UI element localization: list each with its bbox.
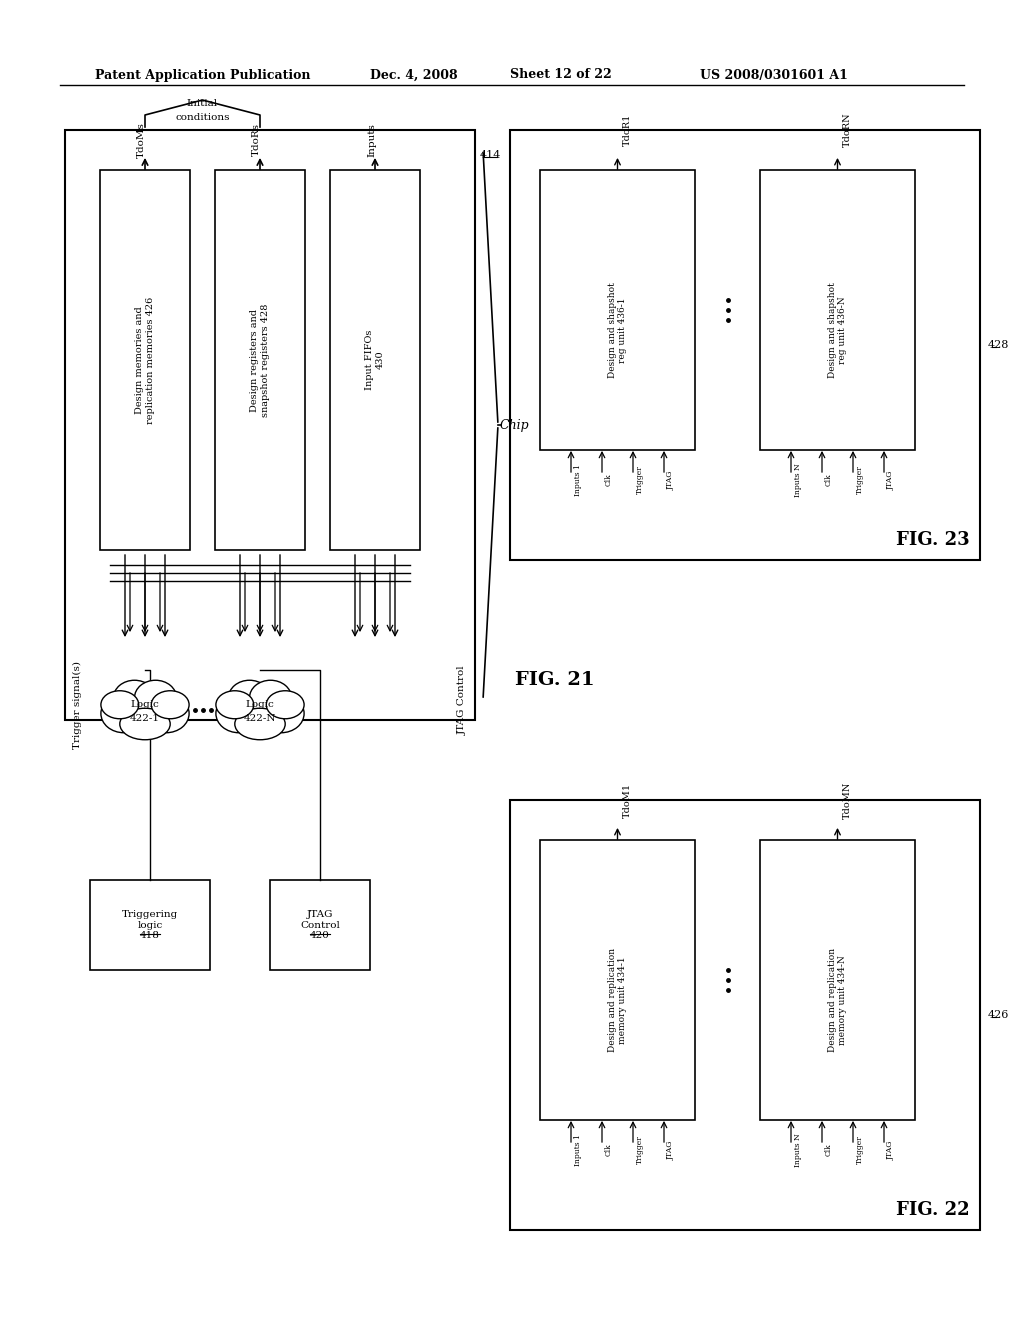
Text: Design memories and
replication memories 426: Design memories and replication memories…	[135, 297, 155, 424]
Text: Trigger: Trigger	[636, 1135, 644, 1164]
Text: Input FIFOs
430: Input FIFOs 430	[366, 330, 385, 391]
FancyBboxPatch shape	[330, 170, 420, 550]
FancyBboxPatch shape	[540, 170, 695, 450]
Text: JTAG
Control
420: JTAG Control 420	[300, 909, 340, 940]
Text: Triggering
logic
418: Triggering logic 418	[122, 909, 178, 940]
Ellipse shape	[152, 690, 189, 719]
Ellipse shape	[101, 694, 147, 733]
Text: 426: 426	[987, 1010, 1009, 1020]
Text: Trigger signal(s): Trigger signal(s)	[73, 661, 82, 748]
FancyBboxPatch shape	[760, 170, 915, 450]
FancyBboxPatch shape	[215, 170, 305, 550]
Ellipse shape	[234, 709, 286, 739]
Text: Logic: Logic	[246, 700, 274, 709]
Text: TdoRN: TdoRN	[843, 112, 852, 148]
Text: JTAG: JTAG	[667, 470, 675, 490]
FancyBboxPatch shape	[270, 880, 370, 970]
Ellipse shape	[216, 694, 262, 733]
Ellipse shape	[114, 680, 156, 715]
Text: Trigger: Trigger	[856, 1135, 864, 1164]
Text: TdoMN: TdoMN	[843, 781, 852, 818]
Text: JTAG: JTAG	[887, 1140, 895, 1160]
Text: Design and replication
memory unit 434-N: Design and replication memory unit 434-N	[827, 948, 847, 1052]
Text: JTAG: JTAG	[887, 470, 895, 490]
Text: Trigger: Trigger	[856, 466, 864, 495]
Text: Inputs 1: Inputs 1	[574, 465, 582, 496]
Text: TdoMs: TdoMs	[137, 121, 146, 158]
Text: Patent Application Publication: Patent Application Publication	[95, 69, 310, 82]
Text: TdoRs: TdoRs	[252, 124, 261, 157]
Ellipse shape	[101, 690, 138, 719]
Ellipse shape	[216, 690, 254, 719]
Text: Clk: Clk	[825, 474, 833, 486]
FancyBboxPatch shape	[760, 840, 915, 1119]
Text: Inputs N: Inputs N	[794, 463, 802, 496]
FancyBboxPatch shape	[510, 129, 980, 560]
Text: Logic: Logic	[131, 700, 160, 709]
Ellipse shape	[134, 680, 176, 715]
Text: Dec. 4, 2008: Dec. 4, 2008	[370, 69, 458, 82]
Text: TdoR1: TdoR1	[623, 114, 632, 147]
Text: Design and shapshot
reg unit 436-1: Design and shapshot reg unit 436-1	[608, 282, 627, 378]
Text: TdoM1: TdoM1	[623, 783, 632, 817]
FancyBboxPatch shape	[510, 800, 980, 1230]
Text: 428: 428	[987, 341, 1009, 350]
Text: JTAG Control: JTAG Control	[458, 665, 467, 735]
Text: Chip: Chip	[500, 418, 529, 432]
Text: Clk: Clk	[605, 1143, 613, 1156]
Text: Inputs 1: Inputs 1	[574, 1134, 582, 1166]
Text: 422-N: 422-N	[244, 714, 276, 723]
Text: Design and shapshot
reg unit 436-N: Design and shapshot reg unit 436-N	[827, 282, 847, 378]
Text: Clk: Clk	[605, 474, 613, 486]
FancyBboxPatch shape	[90, 880, 210, 970]
Text: FIG. 23: FIG. 23	[896, 531, 970, 549]
Ellipse shape	[143, 694, 189, 733]
Text: 414: 414	[479, 150, 501, 160]
Text: 422-1: 422-1	[130, 714, 160, 723]
Text: FIG. 21: FIG. 21	[515, 671, 595, 689]
Text: Sheet 12 of 22: Sheet 12 of 22	[510, 69, 611, 82]
Ellipse shape	[228, 680, 270, 715]
Ellipse shape	[266, 690, 304, 719]
Text: Clk: Clk	[825, 1143, 833, 1156]
Text: Inputs: Inputs	[367, 123, 376, 157]
FancyBboxPatch shape	[540, 840, 695, 1119]
Ellipse shape	[120, 709, 170, 739]
Text: JTAG: JTAG	[667, 1140, 675, 1160]
Text: Inputs N: Inputs N	[794, 1133, 802, 1167]
Ellipse shape	[250, 680, 292, 715]
FancyBboxPatch shape	[100, 170, 190, 550]
Ellipse shape	[258, 694, 304, 733]
Text: Initial: Initial	[187, 99, 218, 108]
FancyBboxPatch shape	[65, 129, 475, 719]
Text: FIG. 22: FIG. 22	[896, 1201, 970, 1218]
Text: conditions: conditions	[175, 114, 229, 121]
Text: Design and replication
memory unit 434-1: Design and replication memory unit 434-1	[608, 948, 627, 1052]
Text: Trigger: Trigger	[636, 466, 644, 495]
Ellipse shape	[230, 685, 290, 734]
Text: US 2008/0301601 A1: US 2008/0301601 A1	[700, 69, 848, 82]
Text: Design registers and
snapshot registers 428: Design registers and snapshot registers …	[250, 304, 269, 417]
Ellipse shape	[116, 685, 174, 734]
